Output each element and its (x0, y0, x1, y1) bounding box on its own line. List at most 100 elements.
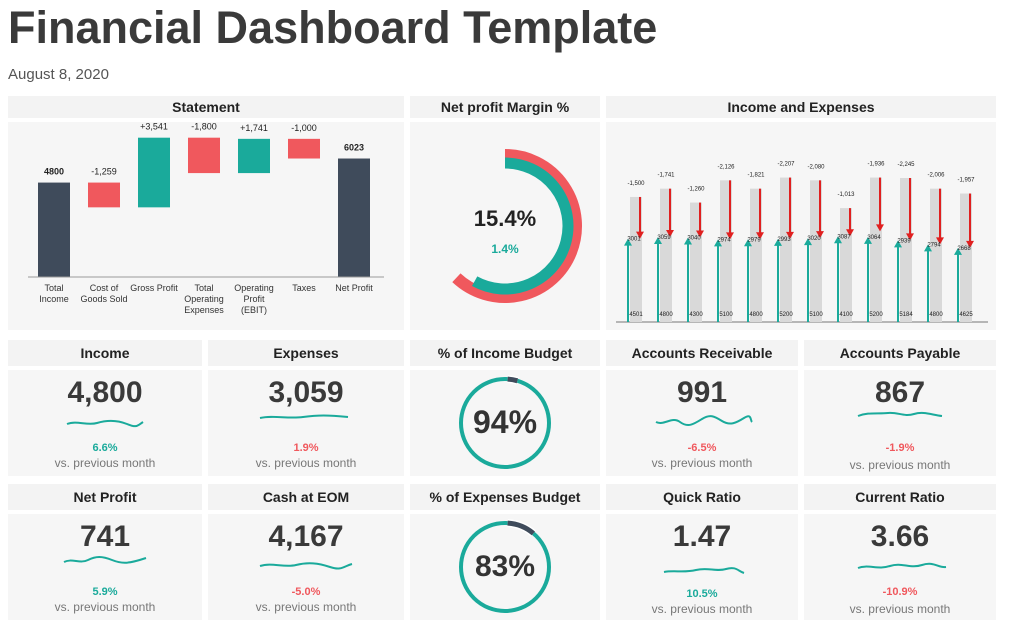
ie-expense-arrowhead-9 (906, 233, 914, 241)
accounts-payable-caption: vs. previous month (849, 458, 951, 472)
statement-category-label-2: Gross Profit (130, 283, 178, 293)
ie-expense-label-4: -1,821 (747, 173, 765, 179)
statement-bar-label-6: 6023 (344, 143, 364, 153)
expenses-kpi-caption: vs. previous month (255, 456, 357, 470)
ie-net-arrowhead-4 (744, 239, 752, 247)
statement-bar-3 (188, 137, 220, 174)
net-profit-sparkline (63, 556, 147, 564)
cash-eom-caption: vs. previous month (255, 600, 357, 614)
ie-net-label-3: 2974 (717, 237, 731, 243)
quick-ratio-value: 1.47 (672, 520, 732, 553)
net-margin-inner-arc (472, 157, 574, 295)
income-kpi-card: 4,800 6.6% vs. previous month (8, 370, 202, 476)
income-expenses-chart: -1,500 4501 3001 -1,741 4800 3059 -1,260 4300 30… (616, 162, 988, 323)
expenses-budget-title: % of Expenses Budget (410, 484, 600, 510)
accounts-receivable-title: Accounts Receivable (606, 340, 798, 366)
statement-panel: 4800 Total Income -1,259 Cost of Goods Sold +3… (8, 122, 404, 330)
accounts-payable-change: -1.9% (885, 442, 915, 454)
expenses-budget-remaining-arc (507, 520, 535, 536)
statement-bar-6 (338, 158, 370, 277)
cash-eom-value: 4,167 (268, 520, 344, 553)
net-profit-kpi-change: 5.9% (92, 586, 118, 598)
net-margin-value: 15.4% (473, 206, 537, 231)
expenses-kpi-change: 1.9% (293, 442, 319, 454)
current-ratio-card: 3.66 -10.9% vs. previous month (804, 514, 996, 620)
expenses-sparkline (259, 414, 349, 419)
ie-expense-arrowhead-2 (696, 230, 704, 238)
income-expenses-panel: -1,500 4501 3001 -1,741 4800 3059 -1,260 4300 30… (606, 122, 996, 330)
report-date: August 8, 2020 (8, 66, 109, 83)
statement-category-label-6: Net Profit (335, 283, 373, 293)
income-kpi-title: Income (8, 340, 202, 366)
ie-net-label-0: 3001 (627, 237, 641, 243)
page-title: Financial Dashboard Template (8, 2, 658, 53)
statement-bar-label-2: +3,541 (140, 122, 168, 132)
accounts-payable-title: Accounts Payable (804, 340, 996, 366)
ie-expense-label-8: -1,936 (867, 162, 885, 168)
expenses-budget-track (459, 521, 551, 613)
ie-expense-arrowhead-7 (846, 229, 854, 237)
ie-net-arrowhead-8 (864, 236, 872, 244)
cash-eom-change: -5.0% (291, 586, 321, 598)
statement-bar-2 (138, 137, 170, 208)
statement-category-label-1: Cost of Goods Sold (80, 283, 127, 304)
statement-bar-label-4: +1,741 (240, 123, 268, 133)
statement-bar-0 (38, 182, 70, 277)
ie-net-arrowhead-9 (894, 240, 902, 248)
ie-expense-arrowhead-5 (786, 231, 794, 239)
expenses-budget-gauge (459, 519, 551, 613)
ie-net-arrowhead-5 (774, 238, 782, 246)
statement-title: Statement (8, 96, 404, 118)
ie-expense-label-10: -2,006 (927, 173, 945, 179)
ie-net-arrowhead-1 (654, 237, 662, 245)
ie-income-label-1: 4800 (659, 312, 673, 318)
statement-category-label-5: Taxes (292, 283, 316, 293)
ie-income-label-9: 5184 (899, 312, 913, 318)
quick-ratio-caption: vs. previous month (651, 602, 753, 616)
ie-net-label-11: 2668 (957, 246, 971, 252)
ie-net-label-9: 2939 (897, 238, 911, 244)
ie-expense-arrowhead-4 (756, 232, 764, 240)
ie-expense-label-2: -1,260 (687, 187, 705, 193)
statement-bar-4 (238, 138, 270, 174)
ie-net-arrowhead-7 (834, 236, 842, 244)
current-ratio-sparkline (857, 562, 947, 569)
statement-bar-label-3: -1,800 (191, 122, 217, 132)
net-margin-title: Net profit Margin % (410, 96, 600, 118)
net-profit-kpi-title: Net Profit (8, 484, 202, 510)
statement-bar-5 (288, 138, 320, 159)
ie-net-label-1: 3059 (657, 235, 671, 241)
ie-income-label-0: 4501 (629, 312, 643, 318)
ie-net-label-5: 2993 (777, 237, 791, 243)
quick-ratio-change: 10.5% (686, 588, 718, 600)
income-expenses-title: Income and Expenses (606, 96, 996, 118)
statement-bar-1 (88, 182, 120, 208)
income-kpi-change: 6.6% (92, 442, 118, 454)
net-margin-change: 1.4% (491, 242, 519, 256)
ie-income-label-11: 4625 (959, 312, 973, 318)
ie-net-label-10: 2794 (927, 242, 941, 248)
ie-income-label-3: 5100 (719, 312, 733, 318)
ie-expense-label-11: -1,957 (957, 178, 975, 184)
ie-expense-label-6: -2,080 (807, 164, 825, 170)
statement-category-label-3: Total Operating Expenses (184, 283, 224, 315)
ie-expense-label-5: -2,207 (777, 162, 795, 168)
ie-income-label-6: 5100 (809, 312, 823, 318)
statement-bar-label-0: 4800 (44, 167, 64, 177)
quick-ratio-card: 1.47 10.5% vs. previous month (606, 514, 798, 620)
net-margin-outer-arc (452, 149, 582, 303)
current-ratio-change: -10.9% (882, 586, 918, 598)
ie-net-label-6: 3020 (807, 236, 821, 242)
ie-net-arrowhead-11 (954, 247, 962, 255)
statement-bar-label-1: -1,259 (91, 167, 117, 177)
ie-expense-arrowhead-1 (666, 230, 674, 238)
expenses-kpi-card: 3,059 1.9% vs. previous month (208, 370, 404, 476)
ie-income-label-4: 4800 (749, 312, 763, 318)
expenses-budget-card: 83% (410, 514, 600, 620)
statement-category-label-0: Total Income (39, 283, 69, 304)
ie-expense-arrowhead-6 (816, 231, 824, 239)
ie-income-bar-7 (840, 208, 852, 322)
ie-expense-label-9: -2,245 (897, 162, 915, 168)
accounts-receivable-value: 991 (676, 376, 728, 409)
expenses-budget-value: 83% (474, 550, 536, 583)
